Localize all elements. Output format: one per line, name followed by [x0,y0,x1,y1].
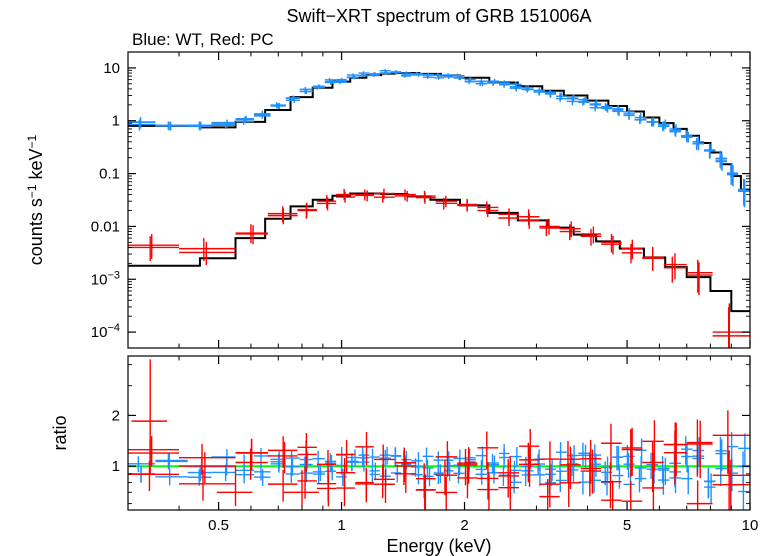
x-tick-label: 1 [337,517,345,534]
y-tick-label-top: 0.01 [91,218,120,235]
y-tick-label-top: 10 [103,60,120,77]
x-tick-label: 10 [742,517,759,534]
x-tick-label: 0.5 [208,517,229,534]
y-axis-label-top: counts s−1 keV−1 [25,134,46,265]
y-axis-label-bottom: ratio [50,415,70,450]
y-tick-label-bottom: 1 [112,458,120,475]
plot-subtitle: Blue: WT, Red: PC [132,30,274,49]
y-tick-label-top: 0.1 [99,166,120,183]
y-tick-label-bottom: 2 [112,407,120,424]
x-tick-label: 2 [460,517,468,534]
spectrum-figure: 0.51251010−410−30.010.111012Swift−XRT sp… [0,0,778,556]
x-tick-label: 5 [623,517,631,534]
x-axis-label: Energy (keV) [386,536,491,556]
plot-title: Swift−XRT spectrum of GRB 151006A [287,6,592,26]
y-tick-label-top: 1 [112,113,120,130]
